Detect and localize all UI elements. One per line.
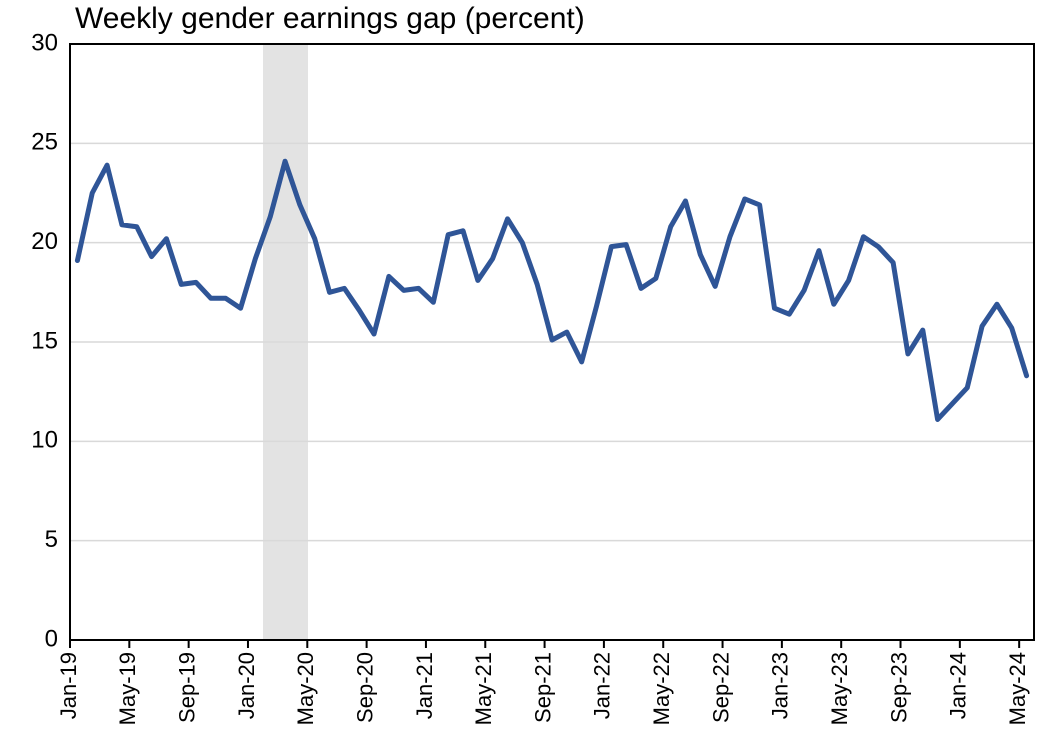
x-tick-label: May-20 bbox=[293, 652, 318, 725]
x-tick-label: Sep-21 bbox=[530, 652, 555, 723]
plot-border bbox=[69, 43, 1035, 641]
data-line bbox=[74, 158, 1030, 422]
x-tick-label: Jan-24 bbox=[946, 652, 971, 719]
x-tick-label: Jan-20 bbox=[234, 652, 259, 719]
x-tick-label: Jan-23 bbox=[768, 652, 793, 719]
x-tick-label: May-19 bbox=[115, 652, 140, 725]
x-tick-label: May-21 bbox=[471, 652, 496, 725]
y-tick-label: 10 bbox=[31, 427, 58, 454]
x-tick-label: Jan-22 bbox=[590, 652, 615, 719]
chart-title: Weekly gender earnings gap (percent) bbox=[75, 2, 585, 35]
x-tick-label: Sep-23 bbox=[886, 652, 911, 723]
x-tick-label: May-22 bbox=[649, 652, 674, 725]
x-tick-label: Jan-21 bbox=[412, 652, 437, 719]
x-tick-label: Jan-19 bbox=[56, 652, 81, 719]
y-tick-label: 0 bbox=[45, 625, 58, 652]
y-tick-label: 5 bbox=[45, 526, 58, 553]
y-tick-label: 15 bbox=[31, 327, 58, 354]
x-tick-label: Sep-19 bbox=[174, 652, 199, 723]
x-tick-label: Sep-22 bbox=[708, 652, 733, 723]
x-tick-label: Sep-20 bbox=[352, 652, 377, 723]
x-tick-label: May-23 bbox=[827, 652, 852, 725]
y-tick-label: 20 bbox=[31, 228, 58, 255]
x-tick-label: May-24 bbox=[1005, 652, 1030, 725]
y-tick-label: 25 bbox=[31, 129, 58, 156]
y-tick-label: 30 bbox=[31, 29, 58, 56]
